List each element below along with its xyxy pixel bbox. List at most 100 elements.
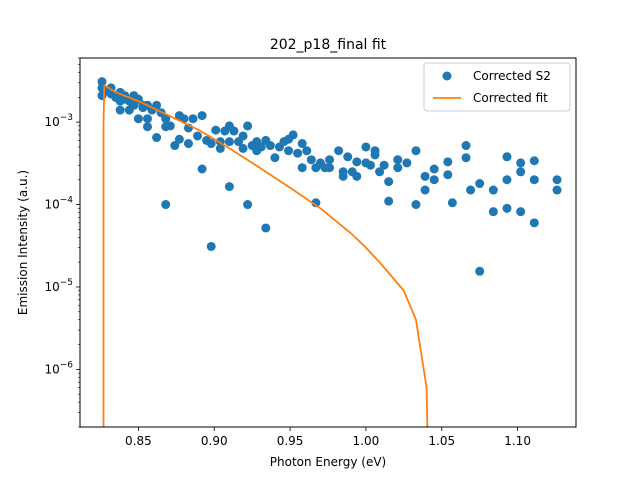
data-point-0-21 (143, 122, 152, 132)
data-point-0-44 (211, 125, 221, 135)
data-point-0-74 (306, 155, 316, 165)
legend-marker-scatter (442, 71, 452, 81)
data-point-0-100 (411, 146, 421, 156)
legend-box (423, 62, 571, 112)
y-tick-label-1: 10−5 (44, 278, 73, 294)
data-point-0-46 (215, 143, 225, 153)
data-point-0-70 (293, 148, 303, 158)
data-point-0-126 (552, 185, 562, 195)
data-point-0-88 (361, 142, 371, 152)
x-tick-label-2: 0.95 (277, 434, 304, 448)
x-tick-label-4: 1.05 (428, 434, 455, 448)
data-point-0-79 (325, 155, 335, 165)
y-axis-label: Emission Intensity (a.u.) (16, 170, 30, 315)
data-point-0-98 (393, 163, 403, 173)
data-point-0-119 (516, 158, 526, 168)
data-point-0-62 (261, 223, 271, 233)
data-point-0-55 (243, 121, 253, 131)
data-point-0-25 (152, 133, 162, 143)
data-point-0-80 (325, 163, 335, 173)
data-point-0-83 (338, 171, 348, 181)
data-point-0-106 (443, 157, 453, 167)
data-point-0-92 (370, 150, 380, 160)
x-axis-label: Photon Energy (eV) (270, 455, 386, 469)
data-point-0-102 (420, 171, 430, 181)
data-point-0-29 (161, 200, 171, 210)
chart-title: 202_p18_final fit (270, 37, 387, 53)
data-point-0-104 (429, 164, 439, 174)
data-point-0-49 (224, 137, 234, 147)
data-point-0-40 (197, 164, 207, 174)
data-point-0-103 (420, 185, 430, 195)
data-point-0-87 (352, 157, 362, 167)
legend: Corrected S2 Corrected fit (423, 62, 571, 112)
data-point-0-42 (206, 139, 216, 149)
data-point-0-114 (488, 185, 498, 195)
data-point-0-81 (334, 146, 344, 156)
data-point-0-69 (288, 130, 298, 140)
data-point-0-113 (475, 266, 485, 276)
y-tick-label-0: 10−6 (44, 360, 73, 376)
data-point-0-63 (265, 141, 275, 151)
y-tick-label-3: 10−3 (44, 113, 73, 129)
data-point-0-112 (475, 179, 485, 189)
data-point-0-43 (206, 241, 216, 251)
data-point-0-118 (502, 203, 512, 213)
data-point-0-50 (224, 182, 234, 192)
data-point-0-110 (461, 153, 471, 163)
data-point-0-39 (197, 111, 207, 121)
data-point-0-53 (238, 131, 248, 141)
plot-frame (79, 57, 577, 428)
data-point-0-38 (193, 131, 203, 141)
data-point-0-93 (375, 167, 385, 177)
data-point-0-120 (516, 167, 526, 177)
data-point-0-107 (443, 170, 453, 180)
data-point-0-0 (97, 77, 107, 87)
data-point-0-96 (384, 196, 394, 206)
data-point-0-122 (529, 156, 539, 166)
data-point-0-14 (129, 100, 139, 110)
x-tick-label-0: 0.85 (125, 434, 152, 448)
data-point-0-117 (502, 175, 512, 185)
data-point-0-33 (174, 134, 184, 144)
data-point-0-125 (552, 175, 562, 185)
fit-line (102, 84, 429, 427)
data-point-0-22 (143, 114, 152, 124)
data-point-0-99 (402, 158, 412, 168)
data-point-0-37 (188, 114, 198, 124)
data-point-0-123 (529, 175, 539, 185)
legend-label-0: Corrected S2 (473, 69, 551, 83)
data-point-0-36 (183, 139, 193, 149)
data-point-0-56 (243, 200, 253, 210)
data-point-0-108 (447, 198, 457, 208)
y-tick-label-2: 10−4 (44, 196, 73, 212)
x-tick-label-3: 1.00 (353, 434, 380, 448)
data-point-0-116 (502, 152, 512, 162)
data-point-0-124 (529, 218, 539, 228)
data-point-0-51 (229, 126, 239, 136)
data-point-0-60 (256, 142, 266, 152)
data-point-0-31 (170, 141, 180, 151)
data-point-0-95 (384, 177, 394, 187)
data-point-0-9 (115, 105, 125, 115)
data-point-0-73 (302, 146, 312, 156)
data-point-0-90 (365, 160, 375, 170)
data-point-0-111 (466, 185, 476, 195)
x-axis: 0.85 0.90 0.95 1.00 1.05 1.10 (125, 427, 531, 448)
data-point-0-76 (311, 198, 321, 208)
x-tick-label-5: 1.10 (504, 434, 531, 448)
data-point-0-121 (516, 207, 526, 217)
data-point-0-105 (429, 175, 439, 185)
data-point-0-68 (284, 146, 294, 156)
data-point-0-64 (270, 153, 280, 163)
data-point-0-72 (297, 163, 307, 173)
legend-label-1: Corrected fit (473, 91, 548, 105)
data-point-0-24 (152, 100, 162, 110)
plot-area (97, 77, 562, 427)
data-point-0-30 (165, 121, 175, 131)
data-point-0-97 (393, 155, 403, 165)
data-point-0-84 (343, 152, 353, 162)
data-point-0-109 (461, 141, 471, 151)
data-point-0-115 (488, 207, 498, 217)
